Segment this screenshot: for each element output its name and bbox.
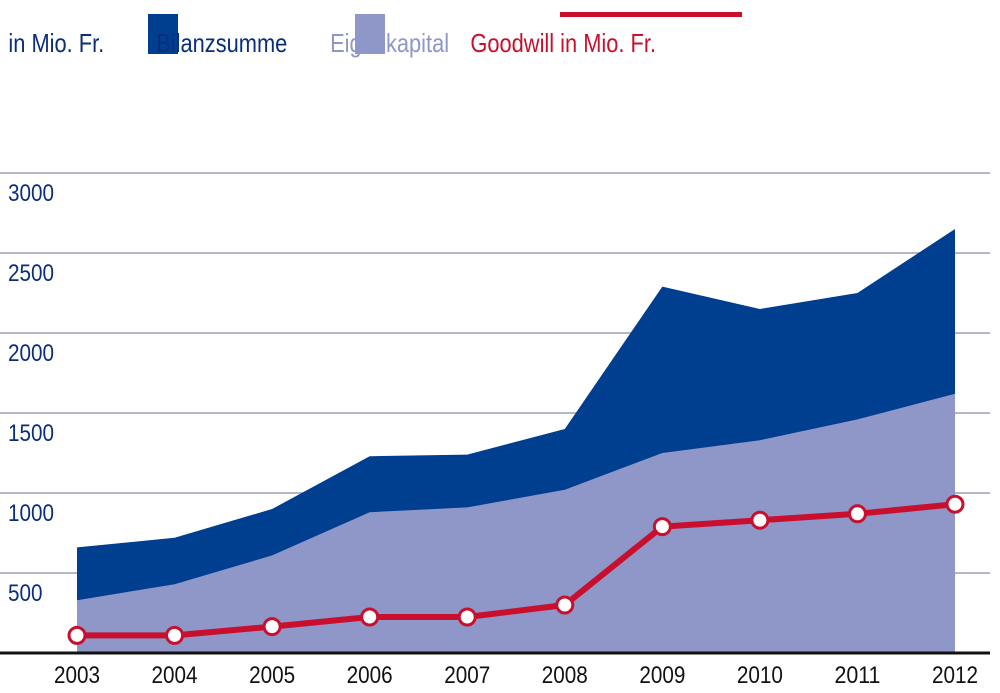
areas (77, 229, 955, 653)
legend-label-bilanzsumme: Bilanzsumme (156, 29, 287, 58)
legend: in Mio. Fr. Bilanzsumme Eigenkapital Goo… (8, 12, 742, 58)
x-tick-label: 2010 (737, 662, 783, 689)
y-tick-label: 3000 (8, 180, 54, 207)
goodwill-series (67, 494, 965, 645)
x-tick-label: 2009 (639, 662, 685, 689)
goodwill-line (77, 501, 956, 639)
goodwill-point-2003 (67, 625, 87, 645)
x-tick-labels: 2003 2004 2005 2006 2007 2008 2009 2010 2011 2012 (54, 662, 978, 689)
legend-swatch-bilanzsumme (148, 14, 178, 54)
y-tick-label: 1500 (8, 420, 54, 447)
x-tick-label: 2012 (932, 662, 978, 689)
y-tick-label: 500 (8, 580, 43, 607)
goodwill-point-2010 (750, 510, 770, 530)
x-tick-label: 2011 (834, 662, 880, 689)
unit-label: in Mio. Fr. (8, 29, 104, 58)
x-tick-label: 2005 (249, 662, 295, 689)
x-tick-label: 2006 (347, 662, 393, 689)
x-tick-label: 2003 (54, 662, 100, 689)
goodwill-point-2012 (945, 494, 965, 514)
x-tick-label: 2004 (152, 662, 198, 689)
goodwill-point-2008 (555, 595, 575, 615)
x-tick-label: 2008 (542, 662, 588, 689)
legend-swatch-eigenkapital (355, 14, 385, 54)
goodwill-point-2004 (165, 625, 185, 645)
x-tick-label: 2007 (444, 662, 490, 689)
y-tick-label: 2500 (8, 260, 54, 287)
area-eigenkapital (77, 393, 955, 653)
y-tick-labels: 500 1000 1500 2000 2500 3000 (8, 180, 54, 607)
legend-label-goodwill: Goodwill in Mio. Fr. (470, 29, 656, 58)
goodwill-point-2011 (847, 504, 867, 524)
y-tick-label: 1000 (8, 500, 54, 527)
legend-label-eigenkapital: Eigenkapital (330, 29, 449, 58)
legend-swatch-goodwill (560, 12, 742, 17)
goodwill-point-2005 (262, 617, 282, 637)
goodwill-point-2007 (457, 607, 477, 627)
goodwill-point-2009 (652, 517, 672, 537)
goodwill-point-2006 (360, 607, 380, 627)
y-tick-label: 2000 (8, 340, 54, 367)
